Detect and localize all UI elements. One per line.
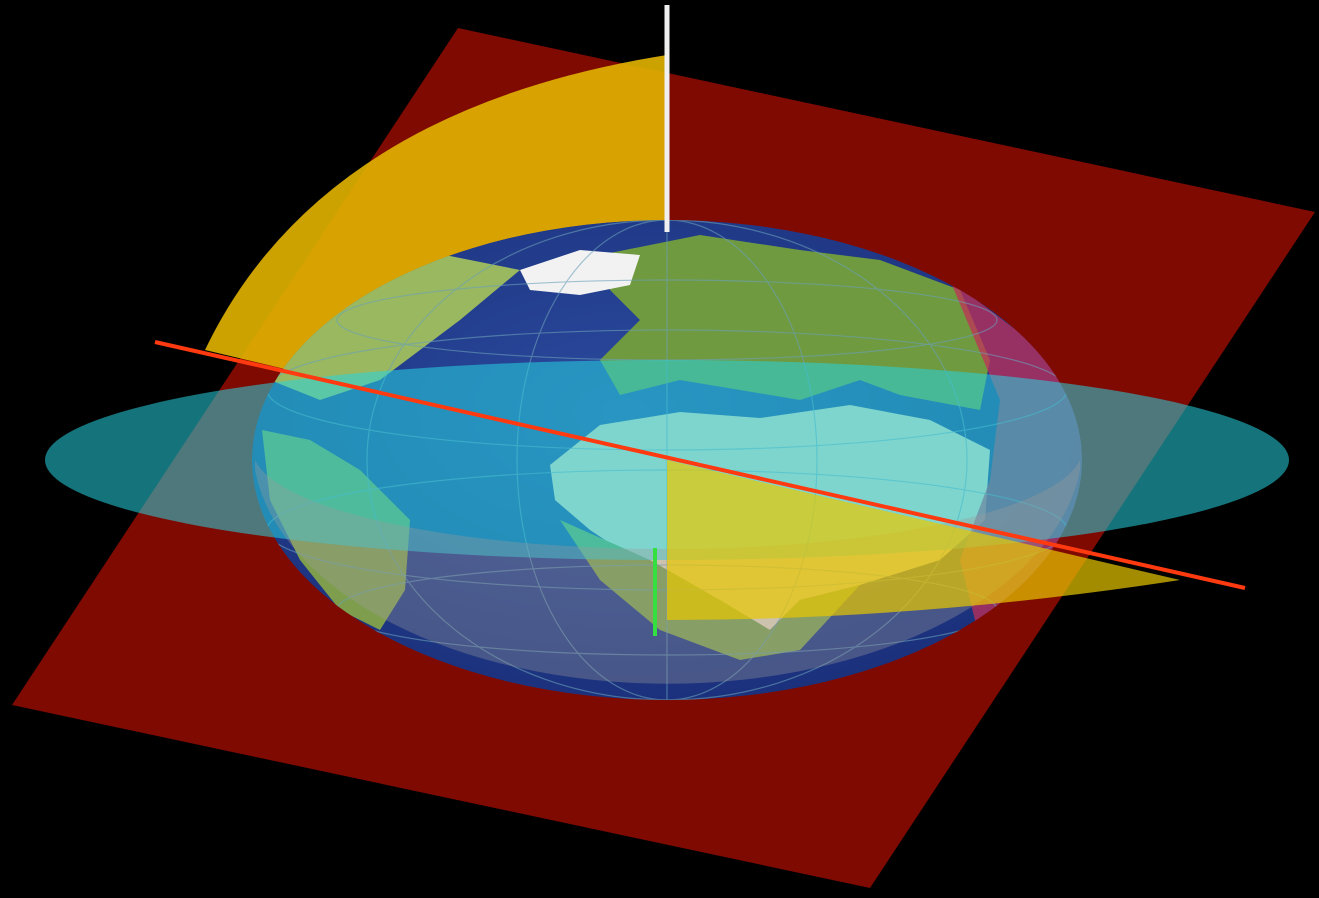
yellow-plane-lower	[667, 460, 1180, 620]
greenland	[520, 250, 640, 295]
red-axis	[154, 340, 1246, 590]
